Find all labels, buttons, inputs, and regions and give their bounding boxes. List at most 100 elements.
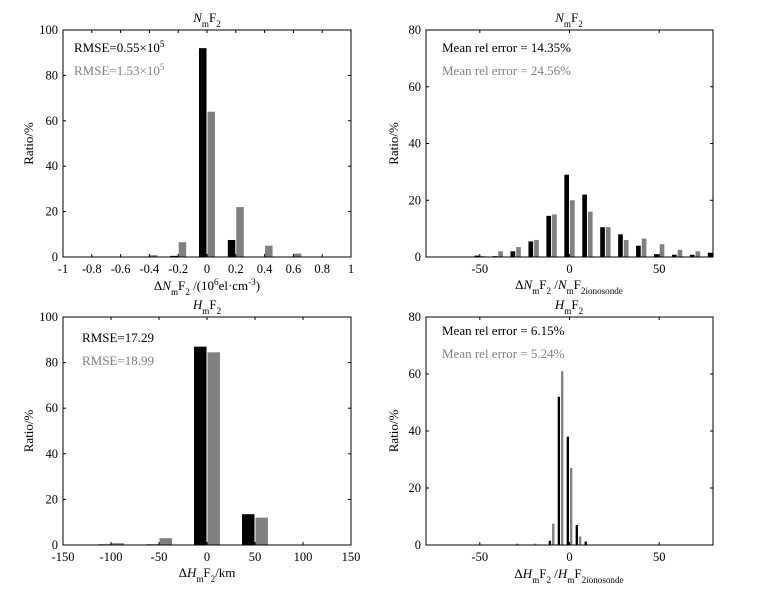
x-tick-label: 0.2	[228, 262, 244, 276]
x-axis-label: ΔNmF2 /(106el·cm-3)	[154, 277, 260, 297]
bar-s2-bin-4	[552, 214, 557, 257]
bar-s2-bin-1	[178, 242, 187, 257]
y-tick-label: 80	[46, 68, 59, 82]
x-tick-label: -50	[471, 262, 488, 276]
bar-s2-bin-4	[265, 245, 273, 257]
bar-s1-bin-2	[510, 251, 516, 257]
bar-s2-bin-3	[534, 239, 539, 257]
annotation-series-2: Mean rel error = 5.24%	[442, 346, 565, 361]
bar-s2-bin-4	[570, 468, 573, 545]
y-tick-label: 40	[409, 137, 422, 151]
chart-title: HmF2	[554, 297, 584, 316]
bar-s2-bin-2	[552, 523, 555, 545]
bar-s1-bin-8	[618, 234, 623, 257]
y-tick-label: 0	[52, 250, 58, 264]
y-axis-label: Ratio/%	[21, 410, 36, 453]
chart-panel-2: -50 0 50 0 20 40 60 80 NmF2 ΔNmF2 /NmF2ionosonde R…	[386, 10, 714, 296]
bar-s1-bin-2	[194, 346, 207, 545]
bar-s2-bin-5	[293, 253, 302, 257]
x-tick-label: 100	[294, 550, 313, 564]
bar-s2-bin-1	[159, 538, 172, 545]
chart-title: NmF2	[554, 10, 583, 29]
x-axis-label: ΔHmF2/km	[179, 565, 236, 584]
y-tick-label: 20	[46, 205, 59, 219]
chart-panel-3: -150 -100 -50 0 50 100 150 0 20 40 60 80 100 HmF2 ΔHmF…	[21, 297, 360, 584]
bar-s2-bin-3	[236, 207, 244, 257]
bar-s1-bin-5	[564, 174, 569, 257]
x-tick-label: 50	[249, 550, 262, 564]
bar-s2-bin-7	[605, 227, 611, 257]
y-tick-label: 60	[409, 80, 422, 94]
bar-s1-bin-4	[566, 436, 569, 545]
bar-s1-bin-2	[199, 48, 207, 257]
bar-s1-bin-3	[528, 241, 534, 257]
bar-s2-bin-5	[570, 200, 575, 257]
x-tick-label: -0.4	[140, 262, 161, 276]
y-tick-label: 40	[46, 447, 59, 461]
x-tick-label: 0.8	[314, 262, 330, 276]
y-tick-label: 100	[39, 23, 58, 37]
annotation-series-1: RMSE=17.29	[82, 330, 154, 345]
bar-s2-bin-0	[516, 543, 519, 545]
axes-box	[62, 316, 352, 546]
bar-s2-bin-2	[207, 352, 220, 545]
chart-panel-4: -50 0 50 0 20 40 60 80 HmF2 ΔHmF2 /HmF2ionosonde R…	[386, 297, 714, 585]
bar-s1-bin-4	[546, 215, 552, 257]
bar-s2-bin-12	[695, 251, 701, 257]
x-tick-label: -1	[58, 262, 68, 276]
bar-s1-bin-12	[689, 254, 695, 257]
annotation-series-1: Mean rel error = 6.15%	[442, 323, 565, 338]
y-axis-label: Ratio/%	[386, 122, 401, 165]
y-tick-label: 0	[415, 250, 421, 264]
y-tick-label: 60	[409, 367, 422, 381]
x-tick-label: -0.8	[82, 262, 102, 276]
bar-s2-bin-2	[207, 111, 215, 257]
x-tick-label: 0	[204, 262, 210, 276]
annotation-series-2: RMSE=18.99	[82, 353, 154, 368]
y-axis-label: Ratio/%	[386, 410, 401, 453]
x-tick-label: 0.6	[286, 262, 302, 276]
bar-s1-bin-13	[707, 252, 713, 257]
x-tick-label: -150	[52, 550, 75, 564]
bar-s2-bin-3	[255, 517, 268, 545]
bar-s2-bin-3	[561, 371, 564, 545]
y-tick-label: 20	[46, 492, 59, 506]
bar-s2-bin-6	[587, 211, 593, 257]
y-tick-label: 20	[409, 481, 422, 495]
chart-title: NmF2	[192, 10, 221, 29]
x-axis-label: ΔHmF2 /HmF2ionosonde	[514, 566, 623, 585]
bar-s2-bin-0	[149, 255, 158, 257]
bar-s1-bin-3	[227, 239, 236, 257]
bar-s1-bin-5	[575, 525, 578, 545]
bar-s2-bin-11	[677, 249, 683, 257]
x-tick-label: 1	[348, 262, 354, 276]
bar-s1-bin-1	[170, 255, 178, 257]
bar-s1-bin-10	[654, 254, 659, 257]
bar-s2-bin-9	[641, 238, 647, 257]
bar-s2-bin-10	[659, 244, 665, 257]
bar-s2-bin-1	[498, 251, 503, 257]
x-tick-label: -100	[100, 550, 123, 564]
x-tick-label: -0.2	[168, 262, 188, 276]
y-tick-label: 0	[52, 538, 58, 552]
y-tick-label: 20	[409, 193, 422, 207]
annotation-series-1: RMSE=0.55×105	[74, 39, 165, 55]
y-axis-label: Ratio/%	[21, 122, 36, 165]
bar-s1-bin-0	[474, 255, 480, 257]
x-tick-label: -0.6	[111, 262, 131, 276]
y-tick-label: 100	[39, 310, 58, 324]
y-tick-label: 40	[46, 159, 59, 173]
bar-s1-bin-2	[548, 540, 552, 545]
bar-s1-bin-3	[557, 396, 561, 545]
y-tick-label: 60	[46, 401, 59, 415]
bar-s1-bin-3	[242, 514, 255, 545]
x-tick-label: 0.4	[257, 262, 273, 276]
bar-s1-bin-11	[671, 254, 677, 257]
bar-s1-bin-9	[636, 245, 641, 257]
y-tick-label: 80	[409, 23, 422, 37]
x-tick-label: 0	[204, 550, 210, 564]
bar-s1-bin-6	[582, 194, 587, 257]
bar-s2-bin-0	[111, 543, 124, 545]
bar-s2-bin-1	[534, 543, 537, 545]
